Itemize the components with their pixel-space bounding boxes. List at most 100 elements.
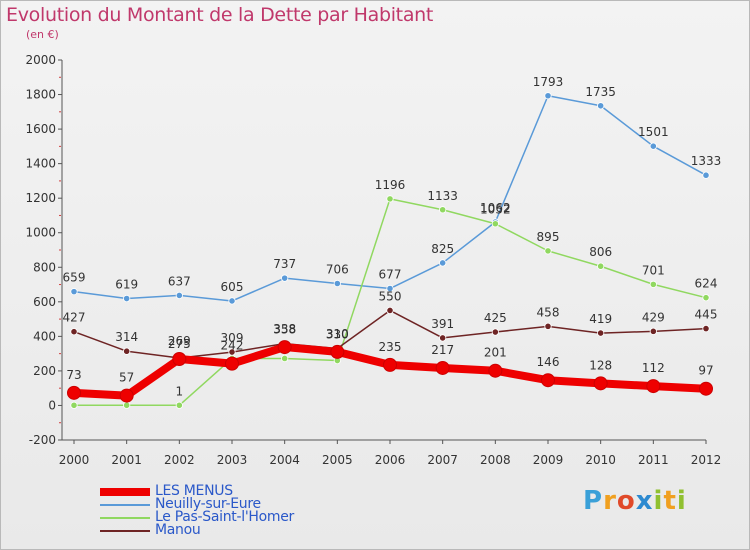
data-label: 458 [537,305,560,319]
data-point [386,306,394,315]
data-label: 445 [695,308,718,322]
data-point [702,294,710,302]
x-tick-label: 2011 [638,453,669,467]
data-label: 1062 [480,201,511,215]
data-label: 269 [168,334,191,348]
x-tick-label: 2001 [111,453,142,467]
data-point [491,328,499,336]
data-label: 235 [379,340,402,354]
data-point [649,280,657,288]
y-tick-label: -200 [29,433,56,447]
logo-letter: i [676,486,687,516]
data-label: 419 [589,312,612,326]
data-label: 128 [589,358,612,372]
y-tick-label: 0 [48,398,56,412]
data-point [597,262,605,270]
data-point [225,356,239,371]
data-point [699,381,713,396]
data-label: 1052 [480,203,511,217]
data-label: 330 [326,327,349,341]
data-label: 701 [642,263,665,277]
data-label: 1333 [691,154,722,168]
data-point [541,373,555,388]
data-label: 1196 [375,178,406,192]
data-point [386,195,394,203]
logo-letter: o [616,486,636,516]
data-label: 637 [168,274,191,288]
data-point [67,385,81,400]
data-label: 895 [537,230,560,244]
x-tick-label: 2003 [217,453,248,467]
data-point [702,171,710,179]
data-point [228,297,236,305]
y-tick-label: 200 [33,364,56,378]
data-label: 112 [642,361,665,375]
data-point [119,388,134,403]
proxiti-logo: Proxiti [583,486,687,516]
data-label: 677 [379,268,402,282]
legend-swatch [100,503,150,506]
y-tick-label: 1400 [25,157,56,171]
x-tick-label: 2012 [691,453,722,467]
y-tick-label: 400 [33,329,56,343]
legend-label: Manou [155,522,201,538]
x-tick-label: 2010 [585,453,616,467]
logo-letter: P [583,486,604,516]
data-point [386,284,394,293]
data-label: 314 [115,330,138,344]
data-point [544,247,552,255]
data-point [649,142,657,150]
data-label: 146 [537,355,560,369]
data-point [333,279,341,288]
data-point [175,401,183,409]
logo-letter: r [603,486,617,516]
logo-letter: t [663,486,677,516]
data-point [70,288,78,296]
y-tick-label: 1600 [25,122,56,136]
legend-swatch [100,529,150,532]
data-point [439,206,447,214]
x-tick-label: 2004 [269,453,300,467]
data-point [277,340,292,355]
x-tick-label: 2002 [164,453,195,467]
legend-label: LES MENUS [155,483,233,499]
legend-label: Le Pas-Saint-l'Homer [155,509,294,525]
data-point [281,354,289,363]
data-point [123,294,131,303]
y-tick-label: 600 [33,295,56,309]
data-label: 1735 [585,85,616,99]
data-label: 275 [168,337,191,351]
data-point [435,360,450,375]
data-label: 73 [66,368,81,382]
data-label: 97 [698,364,713,378]
data-label: 201 [484,346,507,360]
data-point [597,102,605,110]
x-tick-label: 2006 [375,453,406,467]
data-label: 624 [695,277,718,291]
data-point [488,363,503,378]
data-label: 338 [273,322,296,336]
legend-swatch [100,487,150,496]
data-label: 391 [431,317,454,331]
data-label: 1 [176,384,184,398]
data-point [70,401,78,409]
x-tick-label: 2009 [533,453,564,467]
chart-subtitle: (en €) [26,28,59,41]
data-point [649,327,657,335]
y-tick-label: 800 [33,260,56,274]
data-point [281,274,289,282]
x-tick-label: 2000 [59,453,90,467]
data-point [597,329,605,337]
data-label: 427 [63,311,86,325]
data-label: 310 [326,327,349,341]
x-tick-label: 2005 [322,453,353,467]
data-point [172,351,187,366]
data-point [646,379,661,394]
data-point [702,324,710,333]
data-point [228,348,236,356]
data-label: 358 [273,323,296,337]
chart-title: Evolution du Montant de la Dette par Hab… [6,4,434,26]
data-label: 429 [642,310,665,324]
legend-swatch [100,516,150,519]
